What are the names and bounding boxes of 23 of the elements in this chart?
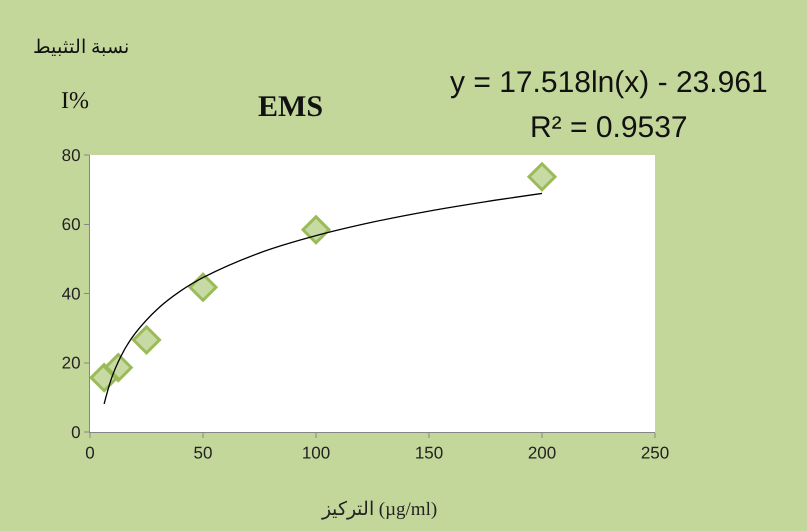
x-tick-label: 50 [194,443,212,462]
point [188,272,218,302]
y-tick-label: 60 [62,215,81,234]
point [132,325,161,354]
x-tick-label: 0 [85,443,95,462]
x-tick-label: 200 [528,443,556,462]
text: I% [61,88,89,114]
x-tick-label: 150 [414,443,444,462]
point [302,215,330,244]
x-tick-label: 100 [302,443,330,462]
x-tick-label: 250 [640,443,670,462]
text: نسبة التثبيط [33,37,129,58]
text: R² = 0.9537 [530,111,688,144]
y-tick-label: 80 [62,146,81,165]
point [528,162,556,192]
point [104,353,133,382]
y-tick-label: 20 [62,354,81,373]
chart-title: EMS [258,90,324,123]
line-series [103,192,543,405]
text: y = 17.518ln(x) - 23.961 [450,66,768,99]
y-tick-label: 40 [62,284,81,304]
x-axis-title: التركيز (µg/ml) [321,499,438,520]
y-tick-label: 0 [71,422,81,442]
